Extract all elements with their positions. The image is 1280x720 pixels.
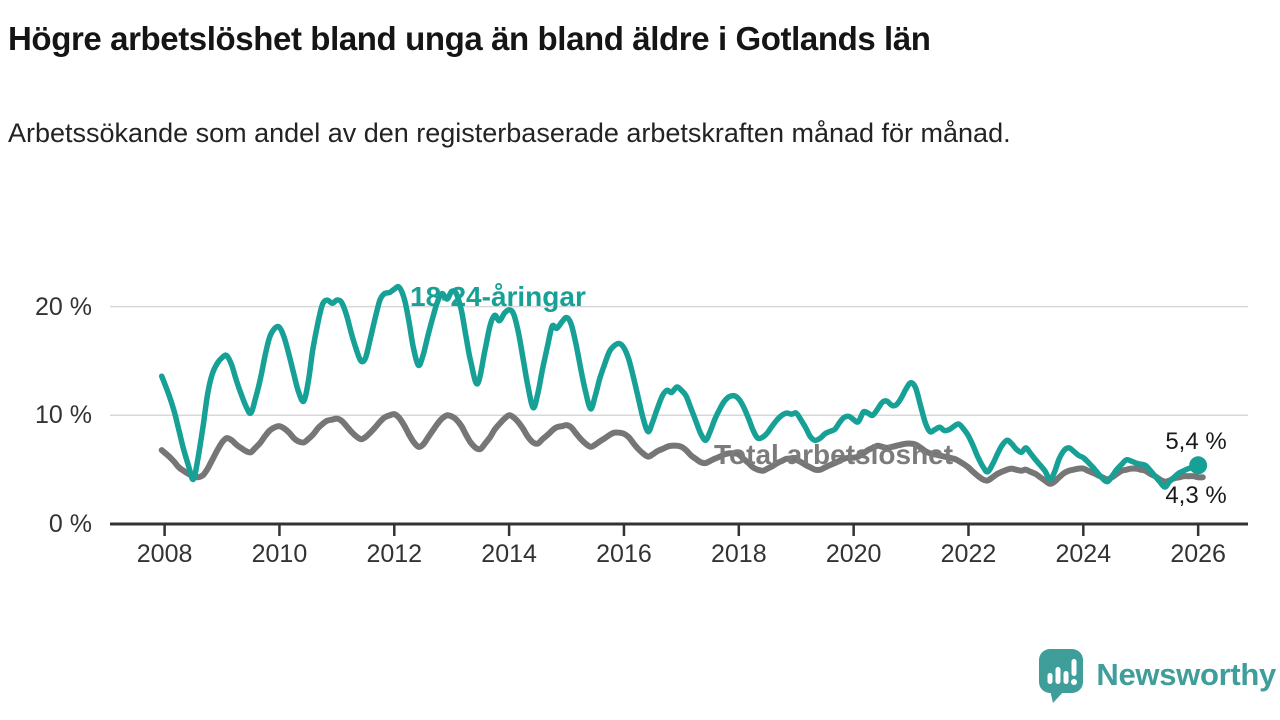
newsworthy-logo: Newsworthy <box>1037 646 1276 704</box>
end-value-label-total: 4,3 % <box>1165 482 1227 509</box>
series-line-young <box>158 283 1201 490</box>
newsworthy-bars-icon <box>1039 649 1084 703</box>
x-tick-label: 2010 <box>251 540 308 568</box>
y-tick-label: 10 % <box>35 401 92 430</box>
y-tick-label: 0 % <box>48 510 92 538</box>
series-line-total <box>158 411 1206 487</box>
x-tick-label: 2024 <box>1055 540 1112 568</box>
series-label-total: Total arbetslöshet <box>714 439 954 470</box>
x-tick-label: 2022 <box>940 540 997 568</box>
x-tick-label: 2026 <box>1170 540 1226 568</box>
series-end-dot-young <box>1189 456 1208 475</box>
x-tick-label: 2020 <box>825 540 882 568</box>
x-tick-label: 2018 <box>710 540 767 568</box>
chart-title: Högre arbetslöshet bland unga än bland ä… <box>8 20 931 57</box>
end-value-label-young: 5,4 % <box>1165 428 1227 455</box>
x-tick-label: 2014 <box>481 540 537 568</box>
chart-canvas <box>110 283 1248 536</box>
x-tick-label: 2008 <box>136 540 193 568</box>
x-tick-label: 2012 <box>366 540 423 568</box>
chart-subtitle: Arbetssökande som andel av den registerb… <box>8 118 1011 148</box>
series-label-young: 18-24-åringar <box>410 281 586 312</box>
newsworthy-wordmark: Newsworthy <box>1096 657 1276 692</box>
y-tick-label: 20 % <box>35 292 92 321</box>
x-tick-label: 2016 <box>596 540 652 568</box>
line-chart: 0 % 10 % 20 % 2008 2010 2012 2014 2016 2018 2020… <box>0 240 1280 620</box>
